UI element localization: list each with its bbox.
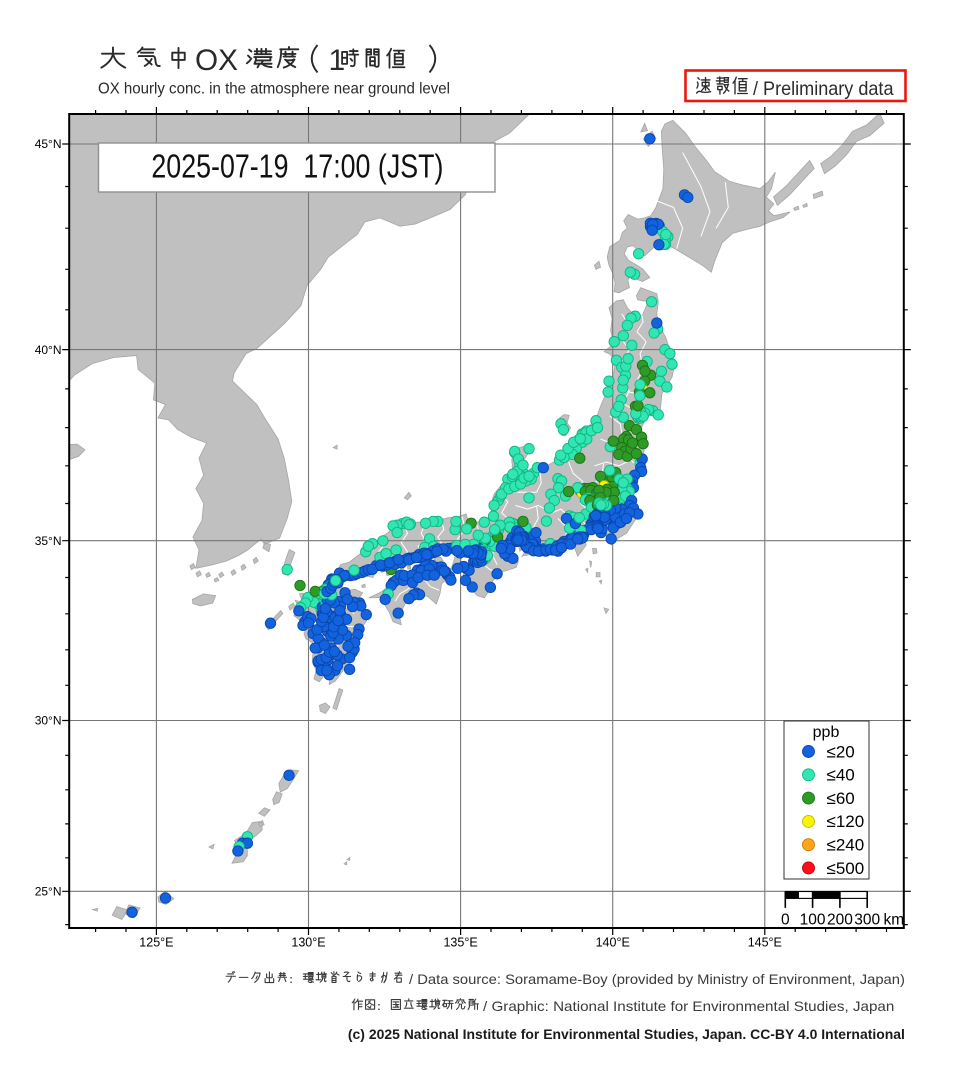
svg-text:/ Graphic: National Institute: / Graphic: National Institute for Enviro…	[483, 999, 894, 1014]
svg-text:140°E: 140°E	[596, 936, 630, 950]
svg-text:ppb: ppb	[813, 724, 840, 741]
svg-text:100: 100	[800, 911, 826, 928]
svg-text:≤240: ≤240	[827, 836, 865, 855]
svg-text:2025-07-19 17:00 (JST): 2025-07-19 17:00 (JST)	[151, 149, 443, 186]
svg-text:30°N: 30°N	[35, 714, 62, 728]
svg-text:≤40: ≤40	[827, 766, 855, 785]
svg-text:40°N: 40°N	[35, 343, 62, 357]
svg-text:25°N: 25°N	[35, 885, 62, 899]
svg-text:130°E: 130°E	[291, 936, 325, 950]
svg-text:(c) 2025 National Institute fo: (c) 2025 National Institute for Environm…	[348, 1026, 905, 1042]
svg-text:/ Data source: Soramame-Boy (p: / Data source: Soramame-Boy (provided by…	[409, 972, 905, 987]
svg-text:35°N: 35°N	[35, 534, 62, 548]
svg-text:0: 0	[781, 911, 790, 928]
svg-text:OX: OX	[195, 44, 238, 77]
svg-text:≤120: ≤120	[827, 812, 865, 831]
svg-text:45°N: 45°N	[35, 137, 62, 151]
svg-text:145°E: 145°E	[748, 936, 782, 950]
svg-text:200: 200	[827, 911, 853, 928]
svg-text:125°E: 125°E	[139, 936, 173, 950]
svg-text:135°E: 135°E	[443, 936, 477, 950]
svg-text:≤60: ≤60	[827, 789, 855, 808]
svg-text:/ Preliminary data: / Preliminary data	[753, 78, 894, 100]
svg-text:OX hourly conc. in the atmosph: OX hourly conc. in the atmosphere near g…	[98, 81, 450, 98]
svg-text:300: 300	[854, 911, 880, 928]
svg-text:≤20: ≤20	[827, 742, 855, 761]
svg-text:1: 1	[329, 44, 346, 77]
svg-text:km: km	[884, 911, 905, 928]
svg-text:≤500: ≤500	[827, 859, 865, 878]
